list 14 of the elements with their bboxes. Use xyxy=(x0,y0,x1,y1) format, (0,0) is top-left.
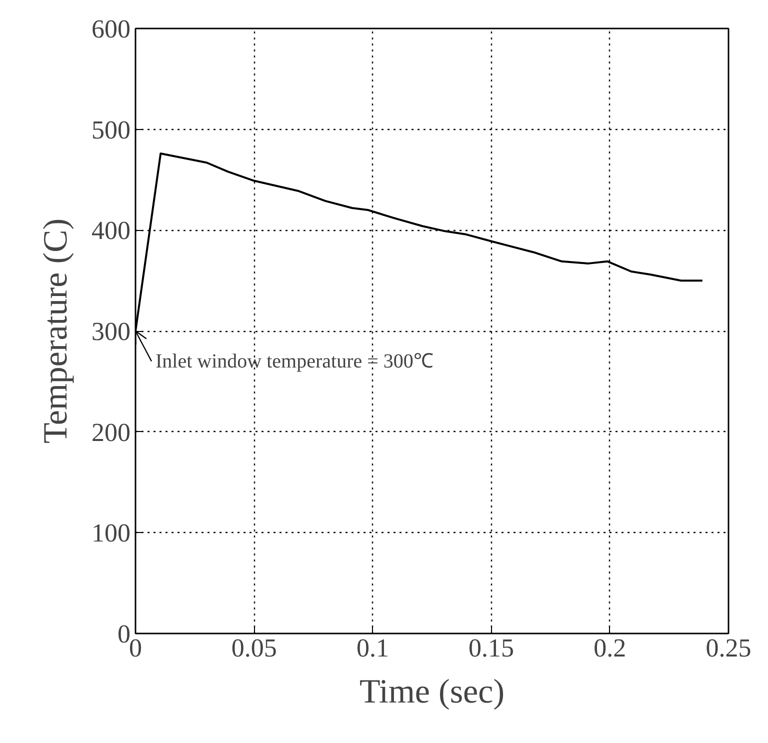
x-tick-label: 0.05 xyxy=(231,634,277,662)
x-tick-label: 0.2 xyxy=(594,634,626,662)
x-tick-label: 0.15 xyxy=(468,634,514,662)
y-axis-title: Temperature (C) xyxy=(38,218,74,444)
x-axis-title: Time (sec) xyxy=(359,674,505,710)
y-tick-label: 200 xyxy=(92,418,130,447)
y-tick-label: 100 xyxy=(92,518,130,548)
y-tick-label: 400 xyxy=(92,216,130,246)
x-tick-label: 0.25 xyxy=(706,634,752,662)
y-tick-label: 600 xyxy=(92,14,130,44)
x-tick-label: 0.1 xyxy=(356,634,389,662)
annotation: Inlet window temperature = 300℃ xyxy=(156,350,434,372)
y-tick-label: 500 xyxy=(92,115,130,144)
y-tick-label: 300 xyxy=(92,317,130,346)
